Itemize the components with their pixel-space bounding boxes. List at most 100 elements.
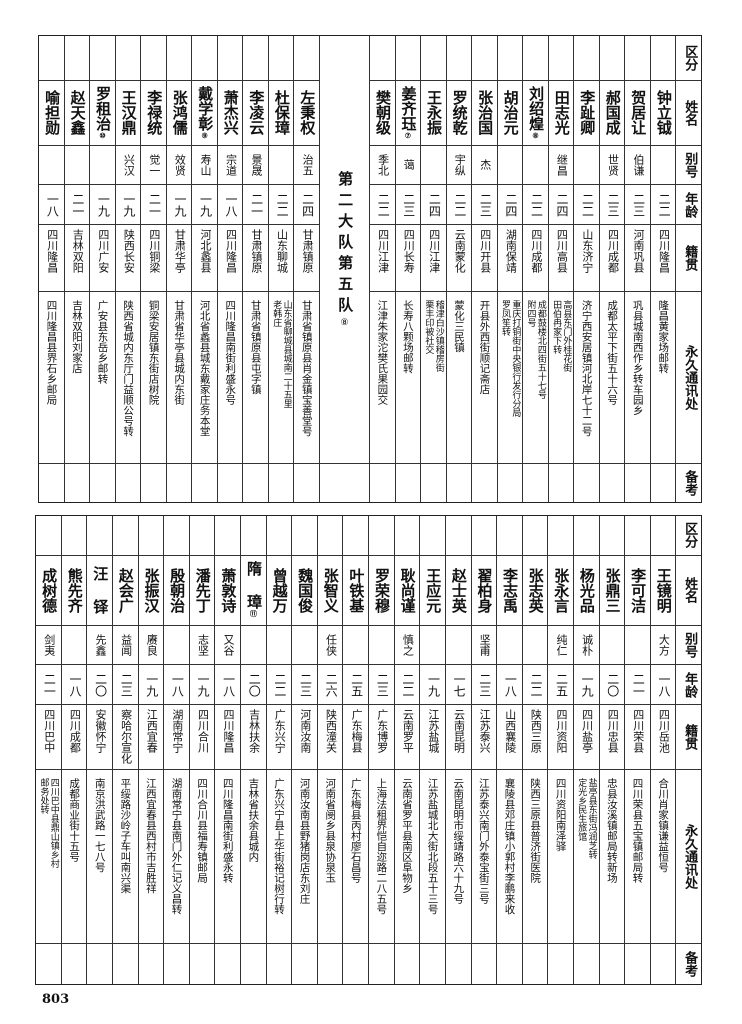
alias-cell [90,146,115,186]
alias-cell-text: 蔼 [402,159,416,171]
remark-cell [139,944,164,984]
person-column: 罗统乾 宇纵 二二 云南蒙化 蒙化三民镇 [445,36,472,502]
name-cell-text: 赵天鑫 [68,90,87,136]
name-cell-text: 杨光品 [577,567,596,613]
address-cell-text: 江苏盐城北大街北段五十三号 [426,777,439,915]
alias-cell-text: 世贤 [606,153,620,176]
address-cell-text: 河南省阌乡县泉协泉玉 [324,777,337,883]
age-cell: 二四 [497,185,523,226]
native-place-cell: 河南汝南 [292,705,317,770]
section-cell [420,516,445,556]
remark-cell [600,944,625,984]
native-place-cell: 山东济宁 [574,225,599,292]
remark-cell [548,944,573,984]
person-column: 萧杰兴 宗道 一八 四川隆昌 四川隆昌南街利盛永号 [216,36,243,502]
address-cell: 甘肃省镇原县肖金镇宝善堂号 [294,292,320,465]
remark-cell [343,944,368,984]
remark-cell [651,464,676,502]
remark-cell [447,464,472,502]
remark-cell [36,944,61,984]
age-cell: 二一 [36,665,61,706]
remark-cell [62,944,87,984]
alias-cell: 志坚 [189,626,215,666]
address-cell-text: 广安县东岳乡邮转 [96,299,109,384]
remark-cell [65,464,90,502]
age-cell-text: 一八 [221,672,236,697]
age-cell-text: 二二 [580,192,595,217]
person-column: 张志英 二二 陕西三原 陕西三原县普济街医院 [521,516,548,984]
native-place-cell-text: 四川盐亭 [580,709,594,754]
address-cell-text: 吉林双阳刘家店 [71,299,83,374]
name-cell-text: 张鼎三 [603,567,622,613]
native-place-cell-text: 四川江津 [427,229,441,274]
age-cell: 二二 [266,665,292,706]
native-place-cell: 四川隆昌 [39,225,64,292]
address-cell: 合川肖家镇谦益恒号 [650,770,676,945]
name-cell-text: 王镜明 [654,567,673,613]
address-cell: 四川合川县福寿镇邮局 [189,770,215,945]
remark-cell [292,944,317,984]
native-place-cell: 河南巩县 [625,225,650,292]
name-cell-text: 郝国成 [603,90,622,136]
native-place-cell: 四川江津 [421,225,446,292]
age-cell: 二三 [471,665,497,706]
name-cell: 汪 铎 [87,556,112,626]
age-cell-text: 二四 [554,192,569,217]
address-cell-text: 甘肃省镇原县屯字镇 [249,299,262,395]
address-cell: 上海法租界恺自迩路二八五号 [369,770,394,945]
address-cell-text: 合川肖家镇谦益恒号 [657,777,670,873]
address-cell: 河南汝南县野猪岗店东刘庄 [292,770,317,945]
address-cell: 蒙化三民镇 [446,292,472,465]
section-cell [599,516,625,556]
native-place-cell: 四川成都 [599,225,625,292]
native-place-cell-text: 四川荣县 [631,709,645,754]
name-cell-text: 张永言 [552,567,571,613]
address-cell-text: 云南省罗平县南区阜物乡 [401,777,414,894]
age-cell: 二一 [64,185,90,226]
person-column: 张振汉 赓良 一九 江西宜春 江西宜春县西村市吉胜祥 [137,516,164,984]
address-cell-text: 忠县汝溪镇邮局转新场 [605,777,618,883]
native-place-cell-text: 四川成都 [606,229,620,274]
header-remark: 备考 [676,944,701,984]
header-native-text: 籍贯 [682,724,698,751]
native-place-cell: 陕西长安 [115,225,141,292]
native-place-cell-text: 江苏盐城 [426,709,440,754]
address-cell-text: 襄陵县邓庄镇小郭村李鹏来收 [503,777,516,915]
native-place-cell: 云南昆明 [445,705,471,770]
age-cell: 二二 [522,665,548,706]
remark-cell [164,944,189,984]
header-address: 永久通讯处 [676,292,701,465]
alias-cell: 坚甫 [471,626,497,666]
address-cell-text: 广东梅县丙村廖石昌号 [349,777,362,883]
address-cell-text: 吉林省扶余县城内 [247,777,260,862]
age-cell: 二五 [548,665,573,706]
address-cell-text: 江西宜春县西村市吉胜祥 [144,777,157,894]
person-column: 耿尚谨 慎之 二二 云南罗平 云南省罗平县南区阜物乡 [393,516,420,984]
name-cell-text: 张鸿儒 [170,90,189,136]
age-cell-text: 一九 [172,192,187,217]
alias-cell [421,146,446,186]
alias-cell [599,626,625,666]
header-alias: 别号 [676,626,701,666]
name-cell-text: 杜保璋 [272,90,291,136]
age-cell-text: 二四 [300,192,315,217]
age-cell: 二三 [369,665,394,706]
alias-cell [343,626,369,666]
section-cell [317,516,343,556]
alias-cell-text: 宗道 [224,153,238,176]
age-cell-text: 一八 [45,192,60,217]
age-cell-text: 一七 [452,672,467,697]
section-cell [268,36,294,81]
address-cell-text: 重庆打铜街中央银行发行分局 罗凤笙转 [500,299,521,417]
remark-cell [267,944,292,984]
age-cell: 二一 [141,185,166,226]
remark-cell [625,464,650,502]
age-cell-text: 二二 [452,192,467,217]
age-cell-text: 二二 [376,192,391,217]
remark-cell [549,464,574,502]
age-cell: 二二 [650,185,676,226]
age-cell: 一八 [39,185,64,226]
age-cell: 二三 [395,185,421,226]
section-cell [548,516,573,556]
header-age-text: 年龄 [682,191,698,218]
